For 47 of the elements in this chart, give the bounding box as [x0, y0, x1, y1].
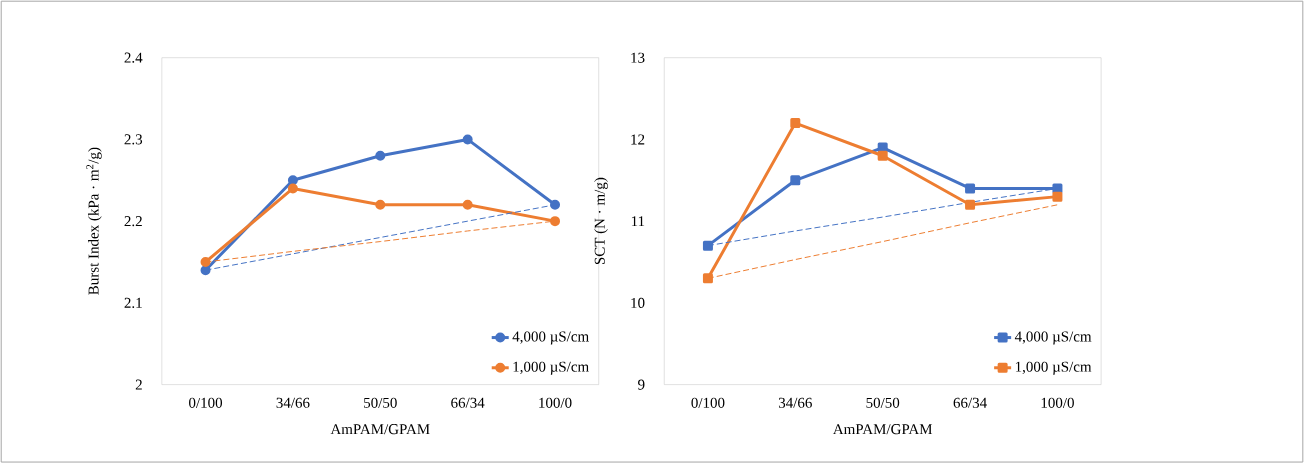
point [790, 175, 801, 186]
x-tick-label: 66/34 [451, 397, 485, 408]
y-tick-label: 9 [638, 379, 645, 390]
point [550, 216, 561, 227]
point [375, 199, 386, 210]
legend-label: 1,000 µS/cm [513, 361, 589, 375]
point [702, 240, 713, 251]
point [1052, 191, 1063, 202]
y-tick-label: 2.3 [124, 134, 143, 145]
y-tick-label: 11 [631, 216, 645, 226]
point [1052, 183, 1063, 194]
point [550, 199, 561, 210]
point [200, 265, 211, 276]
y-tick-label: 12 [631, 134, 645, 145]
point [375, 150, 386, 161]
point [790, 117, 801, 128]
y-axis-title: SCT (N · m/g) [594, 177, 608, 264]
x-tick-label: 34/66 [778, 397, 812, 408]
legend-label: 4,000 µS/cm [1014, 331, 1092, 345]
y-tick-label: 2 [135, 379, 142, 390]
point [702, 273, 713, 284]
x-tick-label: 34/66 [276, 397, 310, 408]
y-tick-label: 10 [631, 297, 645, 308]
x-axis-title: AmPAM/GPAM [330, 423, 430, 435]
y-tick-label: 2.2 [124, 215, 142, 227]
x-tick-label: 50/50 [866, 397, 900, 408]
point [462, 134, 473, 145]
y-tick-label: 2.1 [124, 297, 142, 308]
point [287, 183, 298, 194]
y-tick-label: 2.4 [124, 52, 143, 63]
y-axis-title: Burst Index (kPa · m$^{2}$/g) [86, 147, 102, 295]
x-tick-label: 0/100 [189, 397, 223, 408]
x-tick-label: 50/50 [364, 397, 397, 408]
point [200, 256, 211, 267]
x-tick-label: 0/100 [691, 397, 725, 408]
x-tick-label: 100/0 [539, 397, 572, 408]
legend-label: 1,000 µS/cm [1015, 361, 1092, 375]
point [965, 183, 976, 194]
y-tick-label: 13 [631, 52, 645, 63]
point [877, 150, 888, 161]
point [287, 175, 298, 186]
point [965, 199, 976, 210]
x-tick-label: 100/0 [1041, 397, 1074, 408]
point [462, 199, 473, 210]
x-axis-title: AmPAM/GPAM [832, 423, 933, 435]
legend-label: 4,000 µS/cm [512, 331, 589, 345]
x-tick-label: 66/34 [953, 397, 987, 408]
